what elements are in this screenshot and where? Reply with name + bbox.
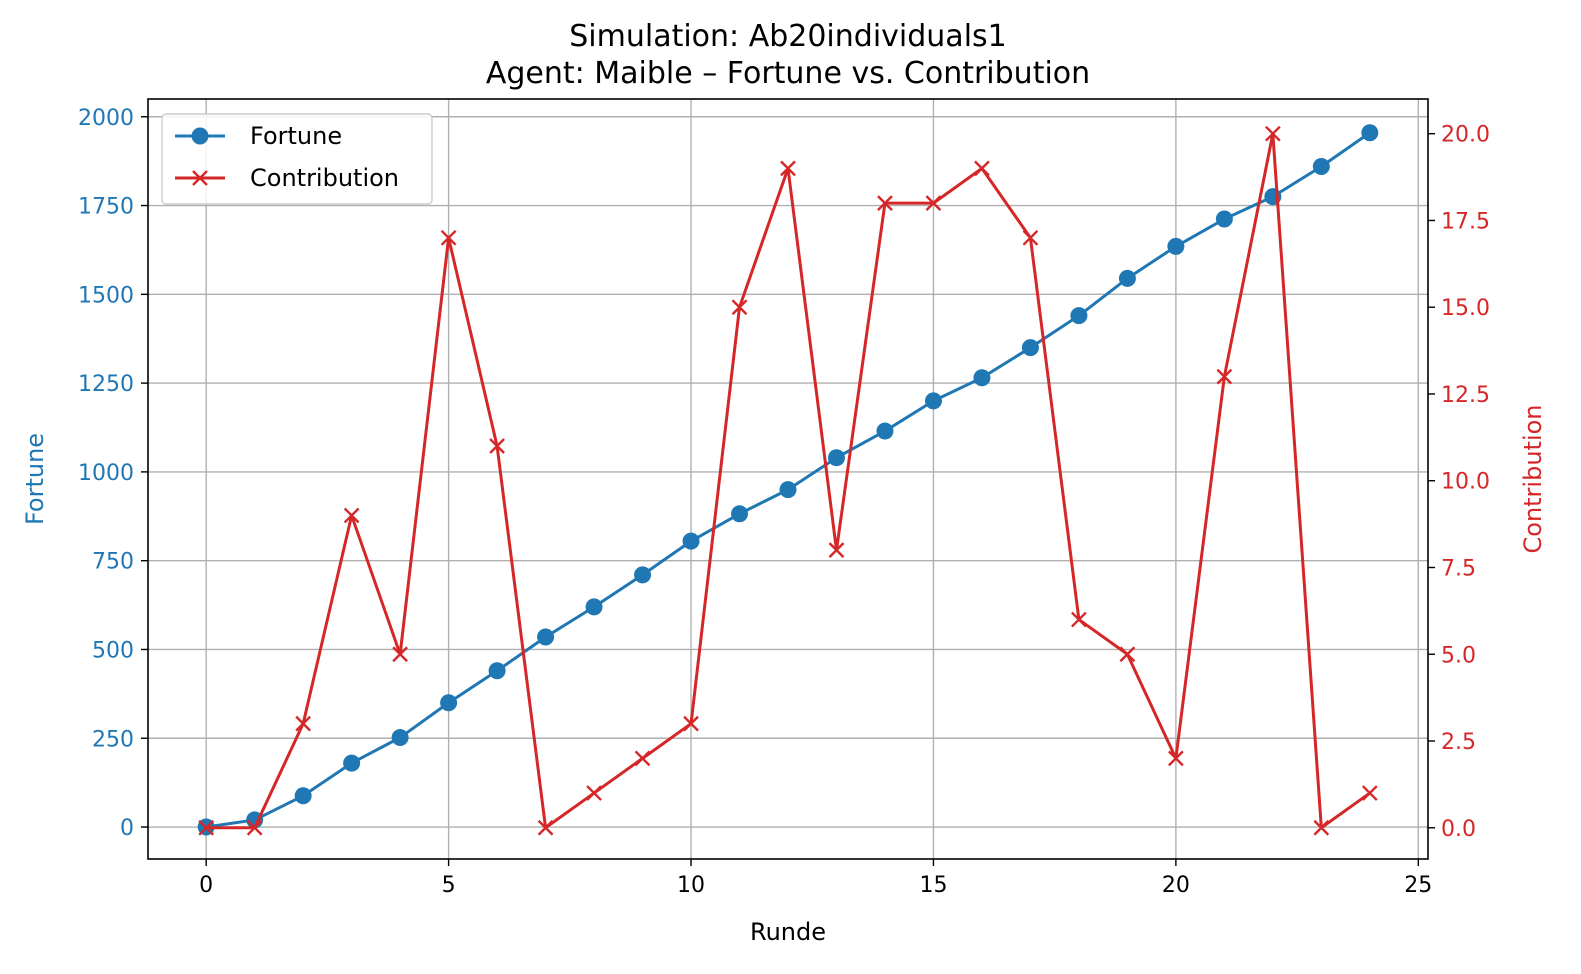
fortune-point — [1215, 210, 1233, 228]
fortune-point — [827, 449, 845, 467]
contribution-point — [489, 438, 505, 454]
y-right-tick-label: 7.5 — [1441, 556, 1476, 581]
y-left-tick-label: 0 — [120, 816, 134, 841]
x-tick-label: 15 — [919, 873, 947, 898]
contribution-line — [206, 132, 1371, 830]
contribution-point — [877, 195, 893, 211]
y-right-tick-label: 0.0 — [1441, 817, 1476, 842]
contribution-point — [925, 195, 942, 211]
fortune-point — [876, 422, 894, 440]
y-axis-right-label: Contribution — [1519, 404, 1547, 553]
fortune-point — [924, 392, 942, 410]
y-right-tick-label: 15.0 — [1441, 296, 1490, 321]
fortune-point — [585, 598, 603, 616]
y-right-tick-label: 5.0 — [1441, 643, 1476, 668]
legend-box — [161, 113, 433, 205]
fortune-point — [440, 694, 458, 712]
fortune-point — [1070, 307, 1088, 325]
x-axis-label: Runde — [750, 918, 826, 946]
y-right-tick-label: 10.0 — [1441, 470, 1490, 495]
y-left-tick-label: 2000 — [78, 106, 134, 131]
contribution-point — [1361, 785, 1378, 801]
x-tick-label: 5 — [442, 873, 456, 898]
y-right-tick-label: 20.0 — [1441, 123, 1490, 148]
y-left-tick-label: 500 — [92, 638, 134, 663]
y-right-tick-label: 12.5 — [1441, 383, 1490, 408]
contribution-point — [246, 819, 263, 836]
contribution-point — [537, 819, 554, 836]
y-left-tick-label: 1250 — [78, 372, 134, 397]
fortune-point — [731, 505, 749, 523]
fortune-point — [1021, 339, 1039, 357]
fortune-point — [537, 628, 555, 646]
contribution-point — [1168, 750, 1184, 767]
contribution-point — [343, 507, 360, 524]
contribution-point — [1022, 229, 1039, 246]
contribution-point — [1313, 819, 1330, 836]
contribution-point — [634, 750, 651, 767]
legend: Fortune Contribution — [161, 113, 433, 205]
legend-fortune-marker — [191, 127, 209, 145]
fortune-point — [343, 754, 361, 772]
y-left-tick-label: 1500 — [78, 283, 134, 308]
contribution-point — [731, 299, 748, 316]
x-tick-label: 25 — [1404, 873, 1432, 898]
contribution-point — [1119, 646, 1136, 663]
y-right-tick-label: 2.5 — [1441, 730, 1476, 755]
contribution-point — [440, 229, 457, 246]
fortune-line — [205, 131, 1371, 829]
axes: 0 5 10 15 20 25025050075010001250150017502000… — [78, 106, 1490, 898]
contribution-point — [683, 715, 699, 732]
y-right-tick-label: 17.5 — [1441, 209, 1490, 234]
contribution-point — [295, 715, 312, 732]
fortune-point — [634, 566, 652, 584]
fortune-point — [1118, 269, 1136, 287]
contribution-point — [828, 542, 845, 558]
x-tick-label: 0 — [199, 873, 213, 898]
contribution-point — [974, 160, 990, 177]
fortune-point — [1361, 124, 1379, 142]
contribution-point — [1071, 611, 1087, 628]
chart-title: Simulation: Ab20individuals1 — [569, 19, 1007, 54]
x-tick-label: 10 — [677, 873, 705, 898]
fortune-point — [682, 532, 700, 550]
y-left-tick-label: 1000 — [78, 461, 134, 486]
contribution-point — [1216, 368, 1233, 385]
fortune-point — [1167, 237, 1185, 255]
fortune-point — [391, 729, 409, 747]
y-axis-left-label: Fortune — [21, 433, 49, 525]
y-left-tick-label: 1750 — [78, 195, 134, 220]
fortune-point — [779, 481, 797, 499]
series-layer — [197, 124, 1379, 836]
contribution-point — [780, 160, 796, 177]
fortune-point — [973, 369, 991, 387]
contribution-point — [586, 785, 602, 801]
legend-contribution-label: Contribution — [250, 164, 399, 192]
contribution-point — [198, 819, 215, 836]
grid — [148, 99, 1428, 859]
contribution-point — [1265, 125, 1281, 142]
fortune-point — [294, 787, 312, 805]
legend-contribution-marker — [192, 170, 208, 186]
y-left-tick-label: 750 — [92, 550, 134, 575]
fortune-point — [1312, 157, 1330, 175]
chart-subtitle: Agent: Maible – Fortune vs. Contribution — [486, 56, 1090, 91]
contribution-point — [392, 646, 408, 663]
fortune-point — [488, 662, 506, 680]
x-tick-label: 20 — [1162, 873, 1190, 898]
y-left-tick-label: 250 — [92, 727, 134, 752]
plot-frame — [147, 98, 1429, 860]
legend-fortune-label: Fortune — [250, 122, 342, 150]
